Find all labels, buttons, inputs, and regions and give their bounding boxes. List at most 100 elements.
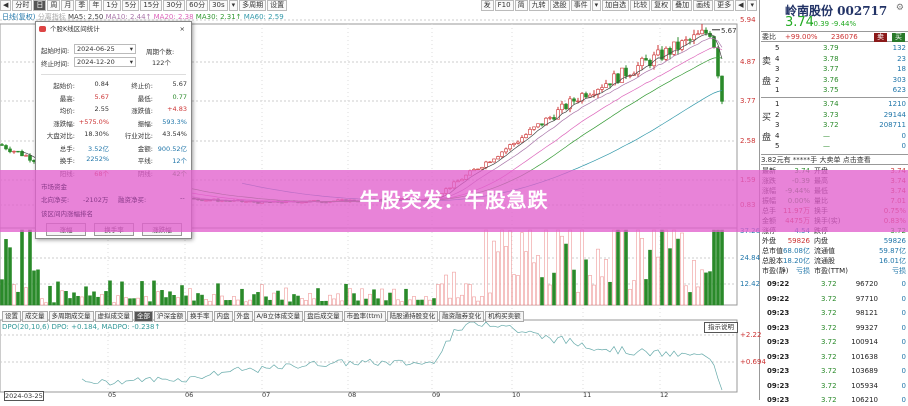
period-button[interactable]: 1分 bbox=[103, 0, 121, 11]
period-button[interactable]: 月 bbox=[61, 0, 75, 11]
sell-button[interactable]: 卖 bbox=[874, 33, 887, 42]
period-button[interactable]: 30分 bbox=[163, 0, 186, 11]
tick-row: 09:23 3.72 105934 0 bbox=[761, 381, 908, 392]
candle-body bbox=[24, 155, 28, 157]
volume-bar bbox=[288, 301, 292, 306]
volume-bar bbox=[556, 229, 560, 306]
chart-tool-button[interactable]: 复权 bbox=[651, 0, 672, 11]
stat-label: 总股本 bbox=[762, 257, 783, 265]
indicator-tab[interactable]: 多周期成交量 bbox=[48, 311, 94, 322]
volume-bar bbox=[352, 293, 356, 306]
volume-bar bbox=[600, 276, 604, 306]
volume-bar bbox=[296, 295, 300, 306]
close-icon[interactable]: × bbox=[179, 25, 185, 33]
stat-label: 换手: bbox=[59, 157, 75, 165]
end-date-select[interactable]: 2024-12-20 ▾ bbox=[74, 57, 136, 67]
indicator-tab[interactable]: 设置 bbox=[2, 311, 21, 322]
chart-tool-button[interactable]: ◀ bbox=[735, 0, 747, 11]
volume-bar bbox=[448, 297, 452, 306]
period-button[interactable]: ◀ bbox=[0, 0, 12, 11]
volume-bar bbox=[208, 300, 212, 306]
volume-bar bbox=[160, 290, 164, 306]
chart-tool-button[interactable]: 发 bbox=[480, 0, 494, 11]
volume-bar bbox=[596, 248, 600, 306]
chart-tool-button[interactable]: 画线 bbox=[693, 0, 714, 11]
tick-volume: 100914 bbox=[851, 338, 878, 346]
tick-row: 09:23 3.72 99327 0 bbox=[761, 323, 908, 334]
tick-price: 3.72 bbox=[821, 338, 837, 346]
period-button[interactable]: 分时 bbox=[12, 0, 33, 11]
start-date-select[interactable]: 2024-06-25 ▾ bbox=[74, 44, 136, 54]
period-label[interactable]: 日线(复权) bbox=[2, 13, 36, 21]
volume-bar bbox=[584, 259, 588, 306]
volume-bar bbox=[500, 229, 504, 306]
chart-tool-button[interactable]: ▾ bbox=[591, 0, 602, 11]
volume-bar bbox=[488, 292, 492, 306]
stat-value: 2252% bbox=[86, 155, 109, 163]
volume-bar bbox=[140, 281, 144, 306]
indicator-tab[interactable]: 融资融券变化 bbox=[439, 311, 485, 322]
chart-tool-button[interactable]: 简 bbox=[514, 0, 528, 11]
period-button[interactable]: 周 bbox=[47, 0, 61, 11]
ask-row: 5 3.79 132 bbox=[761, 43, 908, 54]
ma30-value: MA30: 2.31↑ bbox=[195, 13, 242, 21]
chart-tool-button[interactable]: 事件 bbox=[570, 0, 591, 11]
period-button[interactable]: 日 bbox=[33, 0, 47, 11]
volume-bar bbox=[20, 229, 24, 306]
volume-bar bbox=[604, 259, 608, 306]
volume-bar bbox=[196, 293, 200, 306]
chart-tool-button[interactable]: 叠加 bbox=[672, 0, 693, 11]
volume-bar bbox=[516, 275, 520, 306]
chart-tool-button[interactable]: 选股 bbox=[549, 0, 570, 11]
indicator-tab[interactable]: 陆股通持股变化 bbox=[386, 311, 439, 322]
chart-tool-button[interactable]: 九转 bbox=[528, 0, 549, 11]
indicator-tab[interactable]: 虚拟成交量 bbox=[94, 311, 133, 322]
stat-value: 59826 bbox=[787, 237, 810, 245]
volume-bar bbox=[696, 286, 700, 306]
period-button[interactable]: 多周期 bbox=[239, 0, 267, 11]
indicator-tab[interactable]: 盘后成交量 bbox=[304, 311, 343, 322]
indicator-tab[interactable]: 成交量 bbox=[22, 311, 48, 322]
indicator-tab[interactable]: 沪深金额 bbox=[154, 311, 186, 322]
volume-bar bbox=[292, 294, 296, 306]
indicator-tab[interactable]: 全部 bbox=[134, 311, 153, 322]
tick-price: 3.72 bbox=[821, 280, 837, 288]
stat-value: +575.0% bbox=[78, 117, 109, 126]
indicator-tab[interactable]: 内盘 bbox=[213, 311, 233, 322]
indicator-tab[interactable]: 市盈率(ttm) bbox=[343, 311, 386, 322]
indicator-tab[interactable]: 换手率 bbox=[187, 311, 213, 322]
period-button[interactable]: 60分 bbox=[186, 0, 209, 11]
stat-row: 换手: 2252% 平线: 12个 bbox=[39, 155, 189, 165]
volume-bar bbox=[492, 240, 496, 306]
chart-tool-button[interactable]: F10 bbox=[494, 0, 514, 11]
period-button[interactable]: 年 bbox=[89, 0, 103, 11]
buy-button[interactable]: 买 bbox=[892, 33, 905, 42]
volume-bar bbox=[168, 291, 172, 306]
volume-bar bbox=[464, 283, 468, 306]
chart-tool-button[interactable]: 加自选 bbox=[602, 0, 630, 11]
indicator-tab[interactable]: A/B立体成交量 bbox=[253, 311, 304, 322]
volume-bar bbox=[684, 285, 688, 306]
tick-flag: 0 bbox=[901, 280, 906, 288]
tick-volume: 99327 bbox=[855, 323, 878, 332]
indicator-help-button[interactable]: 指示说明 bbox=[704, 322, 738, 333]
price-axis-label: 2.58 bbox=[740, 137, 756, 145]
period-button[interactable]: 5分 bbox=[121, 0, 140, 11]
chart-tool-button[interactable]: 比较 bbox=[630, 0, 651, 11]
volume-bar bbox=[236, 299, 240, 306]
big-order-alert[interactable]: 3.82元有 *****手 大卖单 点击查看 bbox=[761, 154, 908, 165]
indicator-tab[interactable]: 机构买卖额 bbox=[485, 311, 524, 322]
stat-label: 总市值 bbox=[762, 247, 783, 255]
period-button[interactable]: 季 bbox=[75, 0, 89, 11]
period-button[interactable]: 30s bbox=[209, 0, 228, 11]
period-button[interactable]: ▾ bbox=[228, 0, 239, 11]
period-button[interactable]: 15分 bbox=[140, 0, 163, 11]
level-volume: 132 bbox=[892, 44, 906, 52]
volume-bar bbox=[372, 289, 376, 306]
period-button[interactable]: 设置 bbox=[267, 0, 288, 11]
indicator-tab[interactable]: 外盘 bbox=[233, 311, 253, 322]
chart-tool-button[interactable]: 更多 bbox=[714, 0, 735, 11]
chart-tool-button[interactable]: ▾ bbox=[747, 0, 757, 11]
gear-icon[interactable]: ⚙ bbox=[895, 3, 904, 13]
dpo-line bbox=[81, 321, 723, 391]
